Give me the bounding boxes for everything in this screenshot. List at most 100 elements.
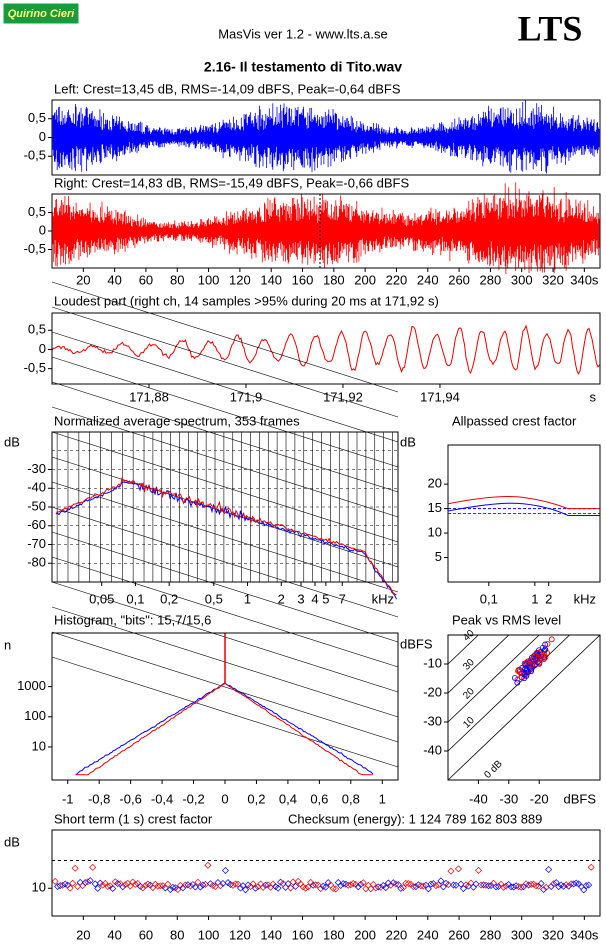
y-tick-label: 0: [39, 222, 46, 237]
y-tick-label: 15: [428, 500, 442, 515]
x-tick-label: 20: [76, 272, 90, 287]
x-tick-label: 220: [386, 927, 408, 942]
crest-point: [515, 883, 523, 891]
waveform: [52, 99, 600, 174]
y-tick-label: 1000: [17, 678, 46, 693]
crest-point: [69, 879, 77, 887]
scatter-point: [535, 652, 542, 659]
y-tick-label: -0,5: [24, 148, 46, 163]
y-tick-label: -50: [27, 498, 46, 513]
x-tick-label: 5: [322, 591, 329, 606]
crest-diagonal: [447, 634, 601, 781]
x-tick-label: 3: [297, 591, 304, 606]
crest-point: [144, 880, 152, 888]
crest-point: [81, 879, 89, 887]
crest-point: [495, 883, 503, 891]
panel: Peak vs RMS level dBFS dBFS 0 dB 10 20 30 40 -10…: [400, 612, 601, 806]
panel-label: Allpassed crest factor: [452, 413, 577, 428]
x-tick-label: 100: [198, 272, 220, 287]
crest-point: [502, 882, 510, 890]
crest-point: [354, 883, 362, 891]
crest-point: [191, 883, 199, 891]
scatter-point: [515, 668, 521, 674]
slope-line: [51, 556, 399, 668]
crest-point: [540, 886, 548, 894]
panel: Loudest part (right ch, 14 samples >95% …: [24, 293, 601, 404]
x-tick-label: -1: [62, 791, 74, 806]
crest-point: [274, 884, 282, 892]
crest-point: [84, 878, 92, 886]
crest-point: [94, 884, 102, 892]
diagonal-label: 0 dB: [482, 758, 505, 781]
logo: LTS: [518, 8, 583, 48]
crest-point: [51, 877, 59, 885]
crest-point: [349, 880, 357, 888]
x-tick-label: 40: [107, 272, 121, 287]
crest-point: [186, 882, 194, 890]
crest-point: [545, 865, 553, 873]
crest-point: [480, 881, 488, 889]
x-tick-label: 0,2: [160, 591, 178, 606]
panel-label: Peak vs RMS level: [452, 612, 561, 627]
crest-point: [89, 863, 97, 871]
badge-box: [3, 3, 79, 24]
spectrum-curve: [55, 476, 397, 596]
y-unit: dBFS: [400, 636, 433, 651]
crest-point: [399, 884, 407, 892]
crest-point: [347, 881, 355, 889]
crest-point: [56, 882, 64, 890]
y-tick-label: 10: [32, 738, 46, 753]
crest-point: [179, 884, 187, 892]
panel: Short term (1 s) crest factor Checksum (e…: [4, 811, 601, 942]
plot-content: [447, 495, 600, 516]
plot-content: [75, 633, 374, 776]
y-tick-label: 0,5: [28, 110, 46, 125]
crest-point: [582, 882, 590, 890]
crest-point: [319, 882, 327, 890]
x-tick-label: 0: [221, 791, 228, 806]
x-tick-label: 0,5: [205, 591, 223, 606]
histogram-curve: [75, 681, 374, 776]
y-tick-label: 100: [24, 708, 46, 723]
scatter-point: [541, 656, 547, 662]
crest-point: [174, 886, 182, 894]
slope-line: [51, 381, 399, 493]
crest-point: [74, 882, 82, 890]
crest-point: [292, 882, 300, 890]
crest-point: [249, 880, 257, 888]
crest-point: [500, 883, 508, 891]
x-tick-label: -40: [469, 791, 488, 806]
crest-point: [537, 879, 545, 887]
crest-point: [492, 883, 500, 891]
app-title: MasVis ver 1.2 - www.lts.a.se: [218, 26, 388, 41]
crest-point: [332, 885, 340, 893]
x-tick-label: 1: [244, 591, 251, 606]
slope-line: [51, 356, 399, 468]
crest-point: [372, 884, 380, 892]
panel: Histogram, "bits": 15,7/15,6n100010010-1…: [4, 612, 399, 806]
crest-point: [510, 883, 518, 891]
y-unit: dB: [4, 834, 20, 849]
plot-frame: [447, 444, 601, 583]
crest-point: [119, 883, 127, 891]
crest-point: [181, 881, 189, 889]
diagonal-label: 10: [461, 715, 477, 731]
crest-point: [482, 881, 490, 889]
x-tick-label: 40: [107, 927, 121, 942]
crest-point: [226, 881, 234, 889]
x-tick-label: 260: [448, 927, 470, 942]
crest-point: [475, 866, 482, 874]
y-tick-label: -60: [27, 517, 46, 532]
waveform: [52, 182, 600, 275]
slope-line: [51, 506, 399, 618]
slope-line: [51, 406, 399, 518]
panel-label: Histogram, "bits": 15,7/15,6: [54, 612, 211, 627]
crest-point: [547, 883, 555, 891]
x-tick-label: 0,6: [310, 791, 328, 806]
y-tick-label: 0,5: [28, 204, 46, 219]
y-tick-label: 10: [32, 880, 46, 895]
panel-label: Short term (1 s) crest factor: [54, 811, 213, 826]
x-unit: dBFS: [563, 791, 596, 806]
slope-line: [51, 531, 399, 643]
